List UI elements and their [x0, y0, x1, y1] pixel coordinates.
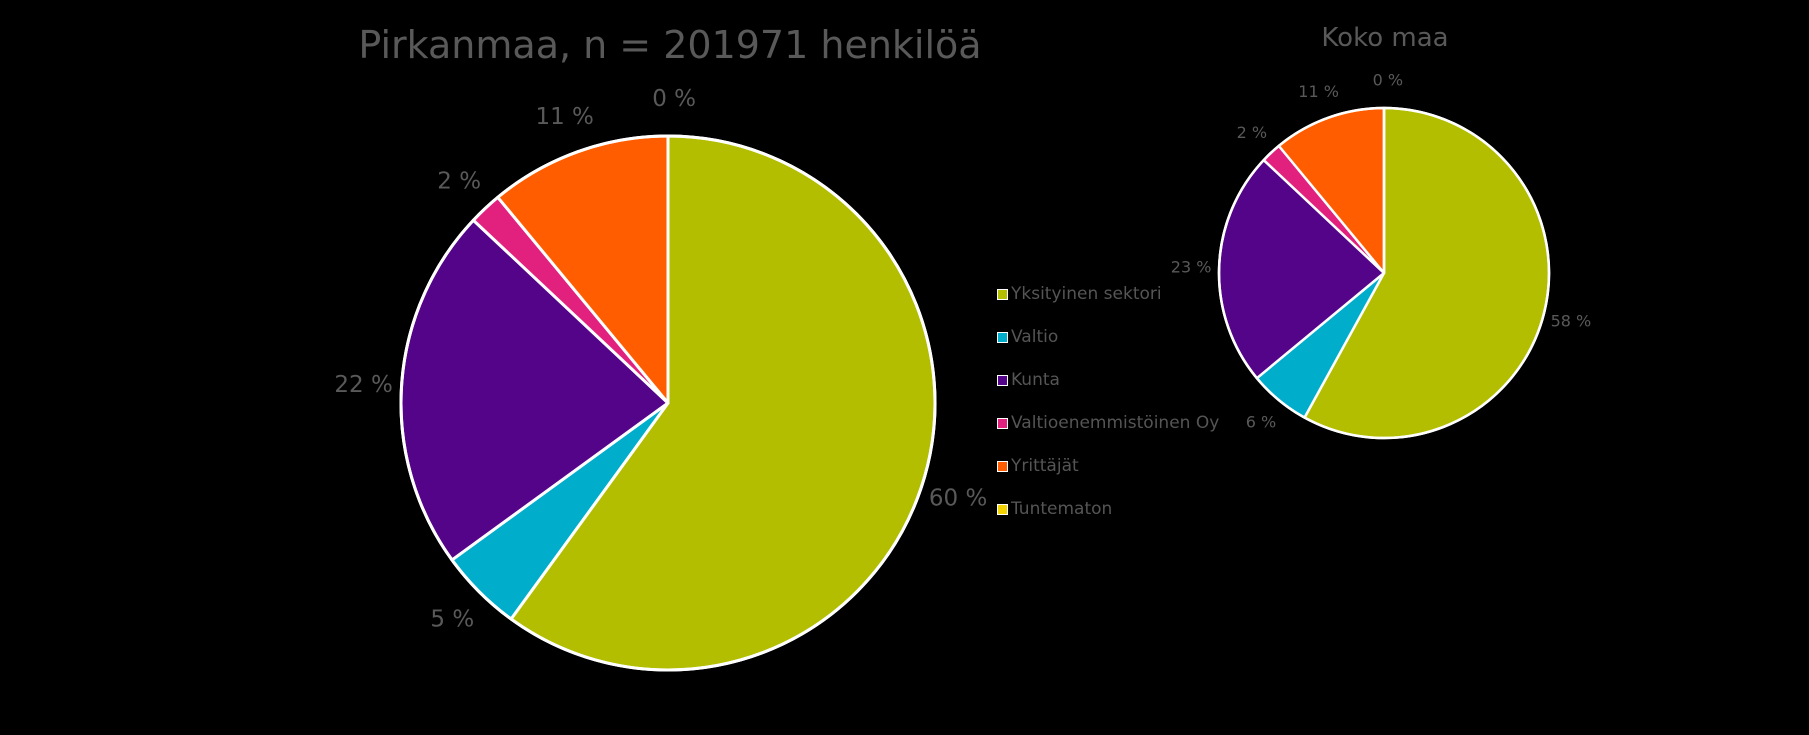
data-label-yksityinen-sektori: 60 %	[929, 485, 987, 511]
legend-swatch	[997, 504, 1008, 515]
data-label-yrittajat: 11 %	[1298, 82, 1339, 101]
data-label-valtio: 5 %	[430, 607, 474, 633]
data-label-tuntematon: 0 %	[1373, 71, 1403, 90]
pie-pirkanmaa: 60 % 5 % 22 % 2 % 11 % 0 %	[334, 86, 987, 672]
legend-label: Yksityinen sektori	[1011, 284, 1162, 304]
legend-item-yrittajat: Yrittäjät	[997, 445, 1219, 488]
legend-swatch	[997, 289, 1008, 300]
legend-label: Valtio	[1011, 327, 1059, 347]
pie-outline	[1217, 106, 1551, 440]
data-label-kunta: 23 %	[1171, 258, 1212, 277]
legend-item-tuntematon: Tuntematon	[997, 488, 1219, 531]
legend-swatch	[997, 375, 1008, 386]
pie-koko-maa: 58 % 6 % 23 % 2 % 11 % 0 %	[1171, 71, 1592, 440]
legend-swatch	[997, 461, 1008, 472]
data-label-valtioenemmistoinen-oy: 2 %	[1237, 123, 1267, 142]
chart-title-pirkanmaa: Pirkanmaa, n = 201971 henkilöä	[358, 23, 981, 67]
pie-outline	[399, 134, 937, 672]
legend-item-yksityinen-sektori: Yksityinen sektori	[997, 273, 1219, 316]
data-label-valtioenemmistoinen-oy: 2 %	[437, 169, 481, 195]
legend-item-kunta: Kunta	[997, 359, 1219, 402]
legend-label: Tuntematon	[1011, 499, 1113, 519]
chart-title-koko-maa: Koko maa	[1321, 23, 1448, 53]
data-label-tuntematon: 0 %	[652, 86, 696, 112]
legend-label: Kunta	[1011, 370, 1060, 390]
legend-item-valtioenemmistoinen-oy: Valtioenemmistöinen Oy	[997, 402, 1219, 445]
data-label-valtio: 6 %	[1246, 412, 1276, 431]
legend-label: Yrittäjät	[1011, 456, 1079, 476]
legend-item-valtio: Valtio	[997, 316, 1219, 359]
legend: Yksityinen sektori Valtio Kunta Valtioen…	[997, 273, 1219, 531]
legend-label: Valtioenemmistöinen Oy	[1011, 413, 1220, 433]
legend-swatch	[997, 418, 1008, 429]
data-label-kunta: 22 %	[334, 372, 392, 398]
data-label-yksityinen-sektori: 58 %	[1551, 312, 1592, 331]
data-label-yrittajat: 11 %	[535, 104, 593, 130]
legend-swatch	[997, 332, 1008, 343]
